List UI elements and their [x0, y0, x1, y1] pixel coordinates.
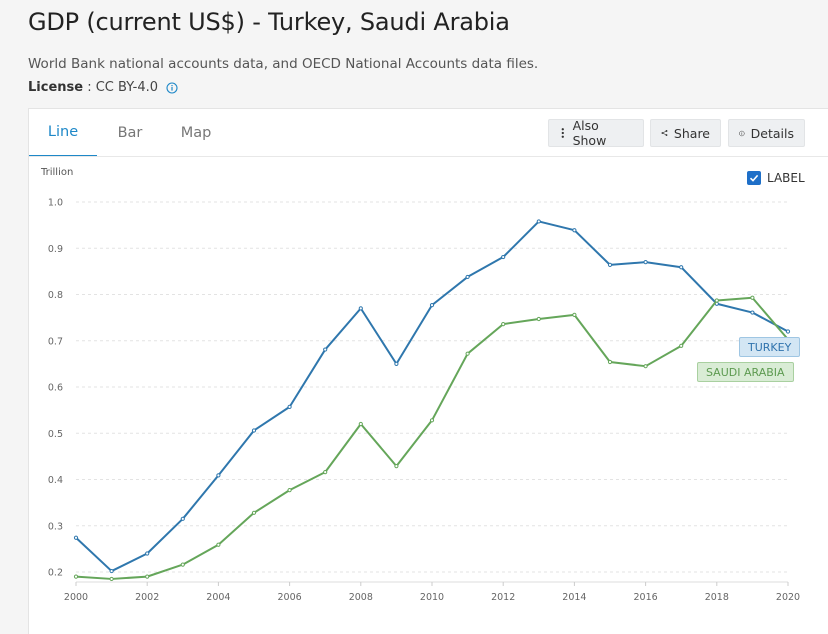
tab-line[interactable]: Line [29, 109, 97, 157]
data-point-saudi-arabia [180, 562, 185, 567]
y-tick-label: 0.8 [48, 290, 63, 301]
data-point-turkey [180, 516, 185, 521]
series-label-saudi-arabia: SAUDI ARABIA [697, 362, 794, 382]
y-tick-label: 0.5 [48, 429, 63, 440]
source-note: World Bank national accounts data, and O… [28, 56, 539, 72]
y-tick-label: 0.7 [48, 336, 63, 347]
vertical-dots-icon [561, 128, 564, 138]
x-tick-label: 2016 [634, 592, 658, 603]
x-tick-label: 2000 [64, 592, 88, 603]
checkbox-checked-icon[interactable] [747, 171, 761, 185]
share-button[interactable]: Share [650, 119, 721, 147]
data-point-saudi-arabia [429, 418, 435, 423]
tabs-divider [29, 156, 828, 157]
label-toggle[interactable]: LABEL [747, 171, 805, 185]
data-point-turkey [358, 306, 363, 311]
data-point-saudi-arabia [145, 574, 150, 579]
x-tick-label: 2010 [420, 592, 444, 603]
data-point-saudi-arabia [501, 322, 506, 327]
data-point-saudi-arabia [536, 316, 541, 322]
label-toggle-text: LABEL [767, 171, 805, 185]
line-chart: 0.2 0.3 0.4 0.5 0.6 0.7 0.8 0.9 1.0 2000 2002 2004 2… [48, 198, 800, 604]
data-point-turkey [465, 274, 470, 280]
info-circle-icon [739, 130, 745, 136]
data-point-saudi-arabia [109, 576, 114, 582]
data-point-turkey [607, 262, 613, 268]
also-show-label: Also Show [572, 118, 607, 148]
data-point-turkey [145, 551, 150, 556]
data-point-saudi-arabia [750, 295, 755, 300]
x-tick-label: 2018 [705, 592, 729, 603]
y-tick-label: 1.0 [48, 198, 63, 209]
data-point-turkey [501, 254, 506, 260]
x-tick-label: 2006 [278, 592, 302, 603]
license-separator: : [83, 80, 96, 95]
details-label: Details [750, 125, 794, 141]
data-point-saudi-arabia [251, 510, 257, 515]
series-label-turkey: TURKEY [739, 337, 801, 357]
data-point-turkey [216, 473, 221, 478]
y-axis-title: Trillion [41, 167, 74, 178]
chart-card: Line Bar Map Also Show Share Details Tri… [28, 108, 828, 634]
data-point-saudi-arabia [572, 312, 577, 317]
data-point-saudi-arabia [643, 364, 648, 369]
data-point-turkey [73, 535, 79, 540]
y-tick-label: 0.2 [48, 568, 63, 579]
data-point-turkey [394, 361, 399, 366]
data-point-saudi-arabia [465, 351, 470, 356]
data-point-turkey [109, 568, 114, 574]
y-tick-label: 0.9 [48, 244, 63, 255]
chart-tabs: Line Bar Map [29, 109, 229, 157]
data-point-saudi-arabia [358, 421, 363, 427]
page-title: GDP (current US$) - Turkey, Saudi Arabia [28, 8, 510, 36]
y-tick-label: 0.4 [48, 475, 63, 486]
data-point-turkey [643, 260, 648, 265]
x-tick-label: 2014 [562, 592, 586, 603]
share-label: Share [673, 125, 710, 141]
data-point-saudi-arabia [73, 574, 79, 579]
data-point-saudi-arabia [679, 343, 684, 348]
data-point-turkey [750, 310, 755, 315]
also-show-button[interactable]: Also Show [548, 118, 644, 148]
data-point-turkey [287, 404, 292, 409]
data-point-saudi-arabia [323, 470, 328, 475]
details-button[interactable]: Details [728, 119, 805, 147]
data-point-turkey [679, 265, 684, 270]
x-tick-label: 2020 [776, 592, 800, 603]
license-value: CC BY-4.0 [95, 80, 158, 95]
x-tick-label: 2012 [491, 592, 515, 603]
info-icon[interactable] [166, 81, 178, 94]
license-row: License : CC BY-4.0 [28, 80, 178, 95]
x-tick-label: 2002 [135, 592, 159, 603]
data-point-saudi-arabia [216, 542, 221, 547]
data-point-turkey [323, 347, 328, 352]
data-point-saudi-arabia [714, 298, 719, 303]
y-tick-label: 0.6 [48, 383, 63, 394]
data-point-saudi-arabia [394, 463, 399, 469]
data-point-turkey [536, 219, 541, 224]
tab-bar[interactable]: Bar [117, 125, 143, 141]
data-point-turkey [251, 428, 257, 433]
share-icon [661, 130, 668, 136]
x-tick-label: 2008 [349, 592, 373, 603]
x-tick-label: 2004 [206, 592, 230, 603]
series-line-saudi-arabia [75, 296, 789, 580]
data-point-turkey [429, 303, 435, 308]
data-point-turkey [785, 329, 791, 334]
license-label: License [28, 80, 84, 95]
tab-map[interactable]: Map [180, 125, 212, 141]
data-point-turkey [572, 228, 577, 233]
y-tick-label: 0.3 [48, 521, 63, 532]
data-point-saudi-arabia [287, 488, 292, 493]
data-point-saudi-arabia [607, 359, 613, 365]
